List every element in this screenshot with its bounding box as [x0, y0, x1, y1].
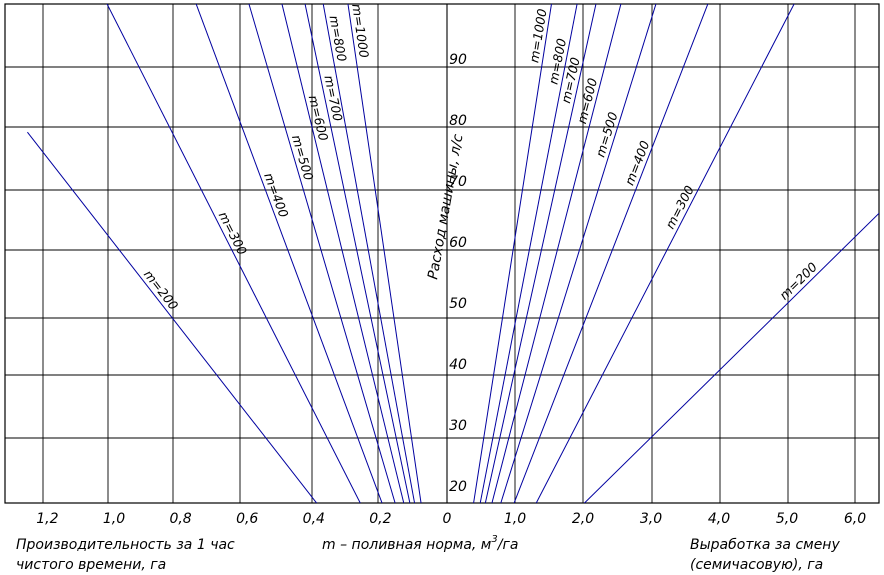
grid — [4, 3, 880, 504]
left-series-line — [304, 4, 411, 503]
center-axis-label-tail: /га — [496, 537, 519, 553]
y-tick-label: 90 — [449, 52, 467, 68]
left-x-tick-label: 0 — [443, 511, 452, 527]
right-series-line — [484, 4, 597, 503]
y-tick-label: 40 — [449, 357, 467, 373]
y-axis-label: Расход машины, л/с — [425, 133, 466, 281]
left-series-line — [27, 131, 318, 503]
center-axis-label-main: m – поливная норма, м — [322, 537, 492, 553]
plot-frame — [4, 3, 880, 504]
left-x-tick-label: 0,8 — [169, 511, 191, 527]
right-series-label: m=400 — [622, 138, 653, 187]
left-series-label: m=400 — [261, 171, 291, 220]
right-series-line — [473, 4, 552, 503]
y-tick-label: 20 — [449, 479, 467, 495]
right-series-line — [491, 4, 622, 503]
left-x-tick-label: 0,2 — [369, 511, 391, 527]
left-x-tick-label: 0,4 — [303, 511, 325, 527]
left-series-line — [281, 4, 405, 503]
tick-labels: 1,2 1,0 0,8 0,6 0,4 0,2 0 1,0 2,0 3,0 4,0 5,0 6,0 20 3… — [36, 52, 866, 527]
right-x-tick-label: 2,0 — [572, 511, 594, 527]
left-axis-label-line1: Производительность за 1 час — [16, 537, 235, 553]
right-series-line — [500, 4, 657, 503]
center-axis-label-sup: 3 — [491, 534, 497, 545]
right-series-line — [583, 212, 879, 503]
right-series-line — [479, 4, 578, 503]
left-series-line — [248, 4, 396, 503]
y-tick-label: 50 — [449, 296, 467, 312]
left-series-line — [322, 4, 416, 503]
right-axis-label-line2: (семичасовую), га — [690, 557, 823, 573]
right-axis-label-line1: Выработка за смену — [690, 537, 840, 553]
left-x-tick-label: 0,6 — [236, 511, 258, 527]
left-series-label: m=200 — [141, 267, 181, 313]
right-x-tick-label: 6,0 — [844, 511, 866, 527]
series-lines — [27, 4, 879, 503]
right-series-line — [513, 4, 709, 503]
y-tick-label: 70 — [449, 174, 467, 190]
left-series-line — [347, 4, 422, 503]
left-x-tick-label: 1,0 — [103, 511, 125, 527]
right-x-tick-label: 4,0 — [708, 511, 730, 527]
left-x-tick-label: 1,2 — [36, 511, 58, 527]
center-axis-label: m – поливная норма, м3/га — [322, 534, 518, 553]
y-axis-label-group: Расход машины, л/с — [425, 133, 466, 281]
right-x-tick-label: 5,0 — [776, 511, 798, 527]
right-series-line — [535, 4, 795, 503]
left-axis-label-line2: чистого времени, га — [16, 557, 166, 573]
left-series-line — [195, 4, 383, 503]
left-series-line — [106, 4, 361, 503]
y-tick-label: 80 — [449, 113, 467, 129]
y-tick-label: 30 — [449, 418, 467, 434]
left-series-label: m=1000 — [349, 3, 372, 59]
left-series-label: m=800 — [327, 14, 350, 62]
right-series-label: m=200 — [776, 259, 820, 302]
y-tick-label: 60 — [449, 235, 467, 251]
right-x-tick-label: 1,0 — [504, 511, 526, 527]
right-x-tick-label: 3,0 — [640, 511, 662, 527]
right-series-label: m=500 — [592, 110, 620, 159]
